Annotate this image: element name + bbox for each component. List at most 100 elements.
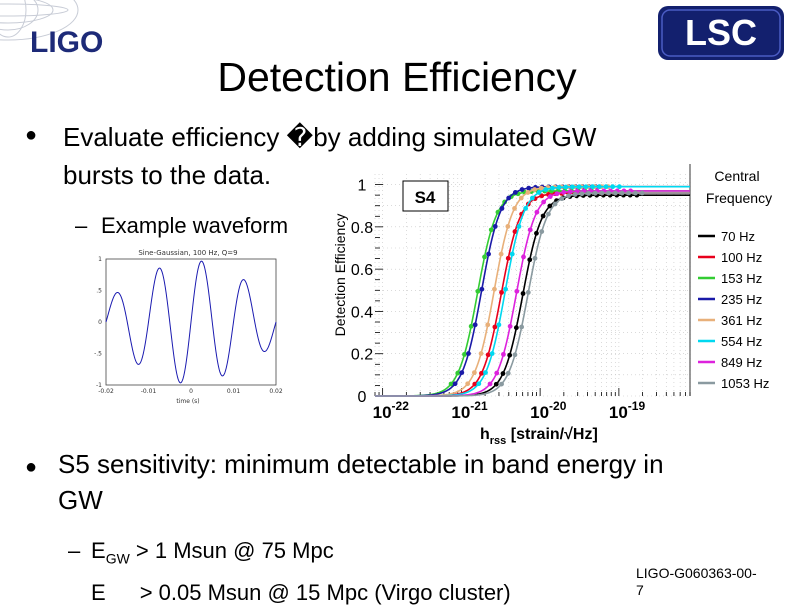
efficiency-point: [486, 251, 491, 257]
efficiency-point: [586, 190, 591, 196]
efficiency-point: [512, 206, 517, 211]
efficiency-point: [579, 191, 585, 197]
efficiency-point: [572, 192, 578, 197]
chart-y-axis-label: Detection Efficiency: [332, 214, 348, 337]
energy-threshold-text: > 1 Msun @ 75 Mpc: [129, 538, 334, 563]
efficiency-point: [514, 288, 520, 294]
efficiency-point: [570, 184, 575, 190]
waveform-ytick: -.5: [94, 351, 102, 358]
efficiency-point: [525, 190, 531, 195]
efficiency-point: [472, 322, 478, 328]
bullet-2-line-2: GW: [58, 485, 103, 515]
legend-entry: 361 Hz: [721, 313, 762, 328]
document-id-line-2: 7: [636, 582, 644, 598]
legend-entry: 849 Hz: [721, 355, 762, 370]
efficiency-point: [512, 190, 518, 195]
run-label-box: [402, 180, 449, 212]
efficiency-point: [471, 370, 477, 375]
document-id-line-1: LIGO-G060363-00-: [636, 565, 757, 581]
efficiency-point: [520, 291, 526, 296]
efficiency-point: [468, 323, 474, 329]
svg-text:hrss [strain/√Hz]: hrss [strain/√Hz]: [480, 426, 598, 447]
efficiency-point: [448, 381, 454, 387]
sub-bullet-dash: –: [75, 213, 88, 238]
waveform-xlabel: time (s): [176, 398, 199, 405]
waveform-ytick: 1: [98, 256, 102, 263]
ligo-logo-graphic: LIGO: [0, 0, 103, 59]
chart-xtick-label: 10-19: [609, 399, 646, 422]
legend-entry: 554 Hz: [721, 334, 762, 349]
efficiency-point: [603, 184, 609, 190]
chart-legend: 70 Hz 100 Hz 153 Hz 235 Hz 361 Hz 554 Hz 849 H…: [698, 229, 769, 391]
efficiency-curve-849-hz: [375, 190, 690, 397]
efficiency-point: [455, 370, 461, 376]
efficiency-point: [540, 213, 546, 219]
energy-subscript: GW: [105, 550, 130, 567]
bullet-1-line-2: bursts to the data.: [63, 160, 272, 190]
efficiency-point: [485, 352, 491, 358]
efficiency-point: [500, 371, 506, 376]
efficiency-point: [505, 255, 511, 261]
efficiency-point: [541, 199, 546, 205]
efficiency-chart-svg: Detection Efficiency 0 0.2 0.4 0.6 0.8 1 10-2…: [332, 164, 772, 447]
efficiency-point: [499, 206, 505, 211]
efficiency-point: [610, 184, 616, 190]
efficiency-point: [479, 370, 484, 376]
efficiency-point: [563, 184, 569, 190]
efficiency-point: [543, 187, 549, 192]
efficiency-point: [606, 190, 612, 196]
lsc-logo-graphic: LSC: [658, 6, 784, 60]
legend-entry: 1053 Hz: [721, 376, 769, 391]
efficiency-point: [507, 352, 513, 358]
efficiency-point: [501, 351, 506, 357]
waveform-curve: [105, 260, 277, 384]
efficiency-point: [512, 229, 518, 234]
efficiency-point: [519, 187, 525, 192]
efficiency-point: [513, 325, 519, 331]
bullet-marker: ●: [25, 456, 38, 478]
efficiency-point: [512, 352, 518, 358]
legend-title-1: Central: [714, 168, 759, 184]
efficiency-point: [499, 381, 504, 387]
chart-ytick-label: 0.2: [351, 347, 373, 364]
efficiency-point: [556, 184, 562, 190]
legend-title-2: Frequency: [706, 190, 772, 206]
energy-symbol: E: [91, 538, 106, 563]
chart-xtick-label: 10-21: [451, 399, 488, 422]
efficiency-point: [509, 251, 515, 257]
lsc-logo-text: LSC: [685, 12, 757, 53]
ligo-logo: LIGO: [0, 0, 130, 70]
lsc-logo: LSC: [656, 4, 786, 62]
legend-entry: 235 Hz: [721, 292, 762, 307]
sub-bullet-energy-75mpc: EGW > 1 Msun @ 75 Mpc: [91, 538, 334, 566]
efficiency-point: [499, 290, 504, 295]
waveform-title: Sine-Gaussian, 100 Hz, Q=9: [138, 249, 237, 257]
efficiency-point: [505, 224, 511, 229]
chart-x-axis-label: hrss [strain/√Hz]: [480, 426, 598, 447]
run-label: S4: [415, 188, 436, 207]
efficiency-point: [526, 185, 532, 191]
efficiency-point: [519, 324, 525, 330]
efficiency-point: [616, 184, 622, 190]
waveform-xtick: 0.01: [227, 388, 241, 395]
efficiency-point: [493, 381, 499, 387]
efficiency-point: [482, 254, 487, 260]
efficiency-point: [626, 190, 632, 196]
efficiency-point: [576, 184, 582, 190]
bullet-1-line-1: Evaluate efficiency �by adding simulated…: [63, 122, 597, 152]
efficiency-point: [496, 322, 502, 328]
efficiency-point: [546, 211, 551, 217]
sub-bullet-waveform: Example waveform: [101, 213, 289, 238]
efficiency-point: [633, 190, 638, 196]
efficiency-point: [532, 255, 538, 261]
efficiency-point: [532, 187, 538, 192]
efficiency-point: [583, 184, 589, 190]
waveform-ytick: -1: [96, 382, 102, 389]
x-label-sub: rss: [490, 435, 507, 447]
example-waveform-plot: Sine-Gaussian, 100 Hz, Q=9 1 .5 0 -.5 -1 -0.…: [88, 245, 283, 405]
efficiency-point: [559, 196, 565, 202]
efficiency-point: [483, 370, 488, 375]
efficiency-point: [547, 194, 553, 199]
efficiency-point: [492, 324, 498, 330]
efficiency-point: [521, 254, 526, 260]
